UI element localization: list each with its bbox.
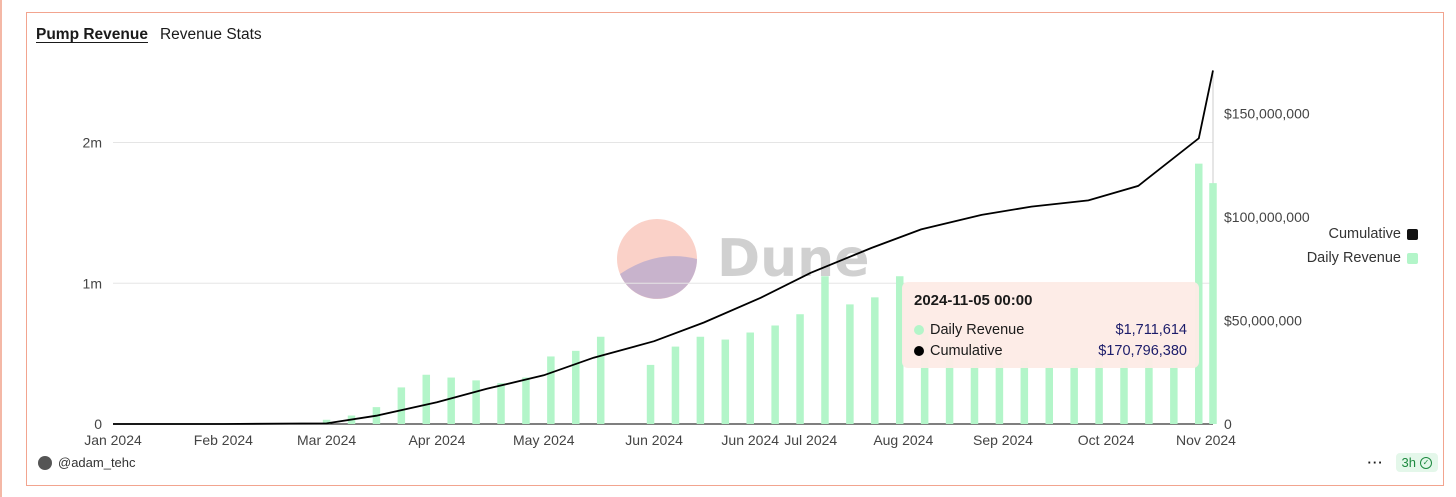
bar <box>1120 356 1128 424</box>
bar <box>422 374 431 424</box>
bar <box>497 383 505 424</box>
bar <box>1070 364 1078 424</box>
x-tick-label: Nov 2024 <box>1176 432 1236 448</box>
bar <box>721 339 730 424</box>
author[interactable]: @adam_tehc <box>38 455 136 470</box>
y-left-tick-label: 0 <box>94 416 102 432</box>
bar <box>1095 359 1103 424</box>
legend-swatch-cumulative <box>1407 228 1418 240</box>
bar <box>1170 332 1178 424</box>
bar <box>846 304 854 424</box>
x-tick-label: Jun 2024 <box>721 432 779 448</box>
bar <box>871 297 879 424</box>
x-tick-label: May 2024 <box>513 432 575 448</box>
x-tick-label: Jan 2024 <box>84 432 142 448</box>
y-right-tick-label: $100,000,000 <box>1224 209 1310 225</box>
y-right-tick-label: $50,000,000 <box>1224 312 1302 328</box>
bar <box>547 356 555 424</box>
x-tick-label: Aug 2024 <box>873 432 933 448</box>
age-text: 3h <box>1401 455 1416 470</box>
tab-revenue-stats[interactable]: Revenue Stats <box>159 26 262 43</box>
cumulative-line <box>113 70 1214 425</box>
tab-pump-revenue[interactable]: Pump Revenue <box>36 26 148 43</box>
tooltip-dot-daily <box>914 324 924 335</box>
tooltip-value-daily: $1,711,614 <box>1115 321 1188 338</box>
chart-tooltip: 2024-11-05 00:00 Daily Revenue $1,711,61… <box>902 282 1199 368</box>
bar <box>696 336 705 424</box>
dune-logo-icon <box>617 219 697 299</box>
tooltip-label-cumulative: Cumulative <box>930 342 1003 359</box>
bar <box>447 377 455 424</box>
footer-actions: ··· 3h ✓ <box>1368 453 1438 472</box>
bar <box>472 380 480 424</box>
daily-revenue-bars <box>173 163 1217 424</box>
bar <box>970 339 979 424</box>
legend: Cumulative Daily Revenue <box>1307 222 1418 270</box>
x-tick-label: Sep 2024 <box>973 432 1033 448</box>
refresh-age-badge[interactable]: 3h ✓ <box>1395 453 1438 472</box>
tooltip-value-cumulative: $170,796,380 <box>1098 342 1187 359</box>
y-left-tick-label: 2m <box>83 135 102 151</box>
bar <box>572 350 580 424</box>
bar <box>1145 339 1153 424</box>
y-right-tick-label: 0 <box>1224 416 1232 432</box>
tooltip-dot-cumulative <box>914 345 924 356</box>
legend-label-daily: Daily Revenue <box>1306 250 1401 266</box>
legend-label-cumulative: Cumulative <box>1328 226 1401 242</box>
tooltip-row-cumulative: Cumulative $170,796,380 <box>914 340 1187 361</box>
author-handle: @adam_tehc <box>58 455 136 470</box>
x-tick-label: Jun 2024 <box>625 432 683 448</box>
legend-swatch-daily <box>1407 252 1418 264</box>
y-right-tick-label: $150,000,000 <box>1224 105 1310 121</box>
bar <box>796 314 804 424</box>
bar <box>895 276 904 424</box>
x-tick-label: Apr 2024 <box>409 432 466 448</box>
bar <box>522 377 530 424</box>
bar <box>322 419 331 424</box>
left-border <box>0 0 2 497</box>
bar <box>771 325 779 424</box>
bar <box>646 364 655 424</box>
tab-bar: Pump Revenue Revenue Stats <box>36 26 262 44</box>
bar <box>746 332 754 424</box>
y-left-tick-label: 1m <box>83 275 102 291</box>
bar <box>596 336 605 424</box>
x-tick-label: Mar 2024 <box>297 432 356 448</box>
check-icon: ✓ <box>1420 456 1432 469</box>
bar <box>1209 183 1217 424</box>
legend-item-cumulative[interactable]: Cumulative <box>1307 222 1418 246</box>
bar <box>1045 367 1053 424</box>
bar <box>397 387 406 424</box>
bar <box>995 353 1004 424</box>
more-options-icon[interactable]: ··· <box>1367 455 1384 470</box>
tooltip-row-daily: Daily Revenue $1,711,614 <box>914 319 1187 340</box>
bar <box>920 332 929 424</box>
x-tick-label: Feb 2024 <box>194 432 253 448</box>
bar <box>945 342 954 424</box>
avatar <box>38 455 52 470</box>
x-tick-label: Oct 2024 <box>1078 432 1135 448</box>
legend-item-daily[interactable]: Daily Revenue <box>1307 246 1418 270</box>
bar <box>1020 360 1029 424</box>
tooltip-title: 2024-11-05 00:00 <box>914 292 1033 309</box>
bar <box>671 346 680 424</box>
x-tick-label: Jul 2024 <box>784 432 837 448</box>
tooltip-label-daily: Daily Revenue <box>930 321 1025 338</box>
bar <box>821 276 829 424</box>
chart-card <box>26 12 1444 486</box>
